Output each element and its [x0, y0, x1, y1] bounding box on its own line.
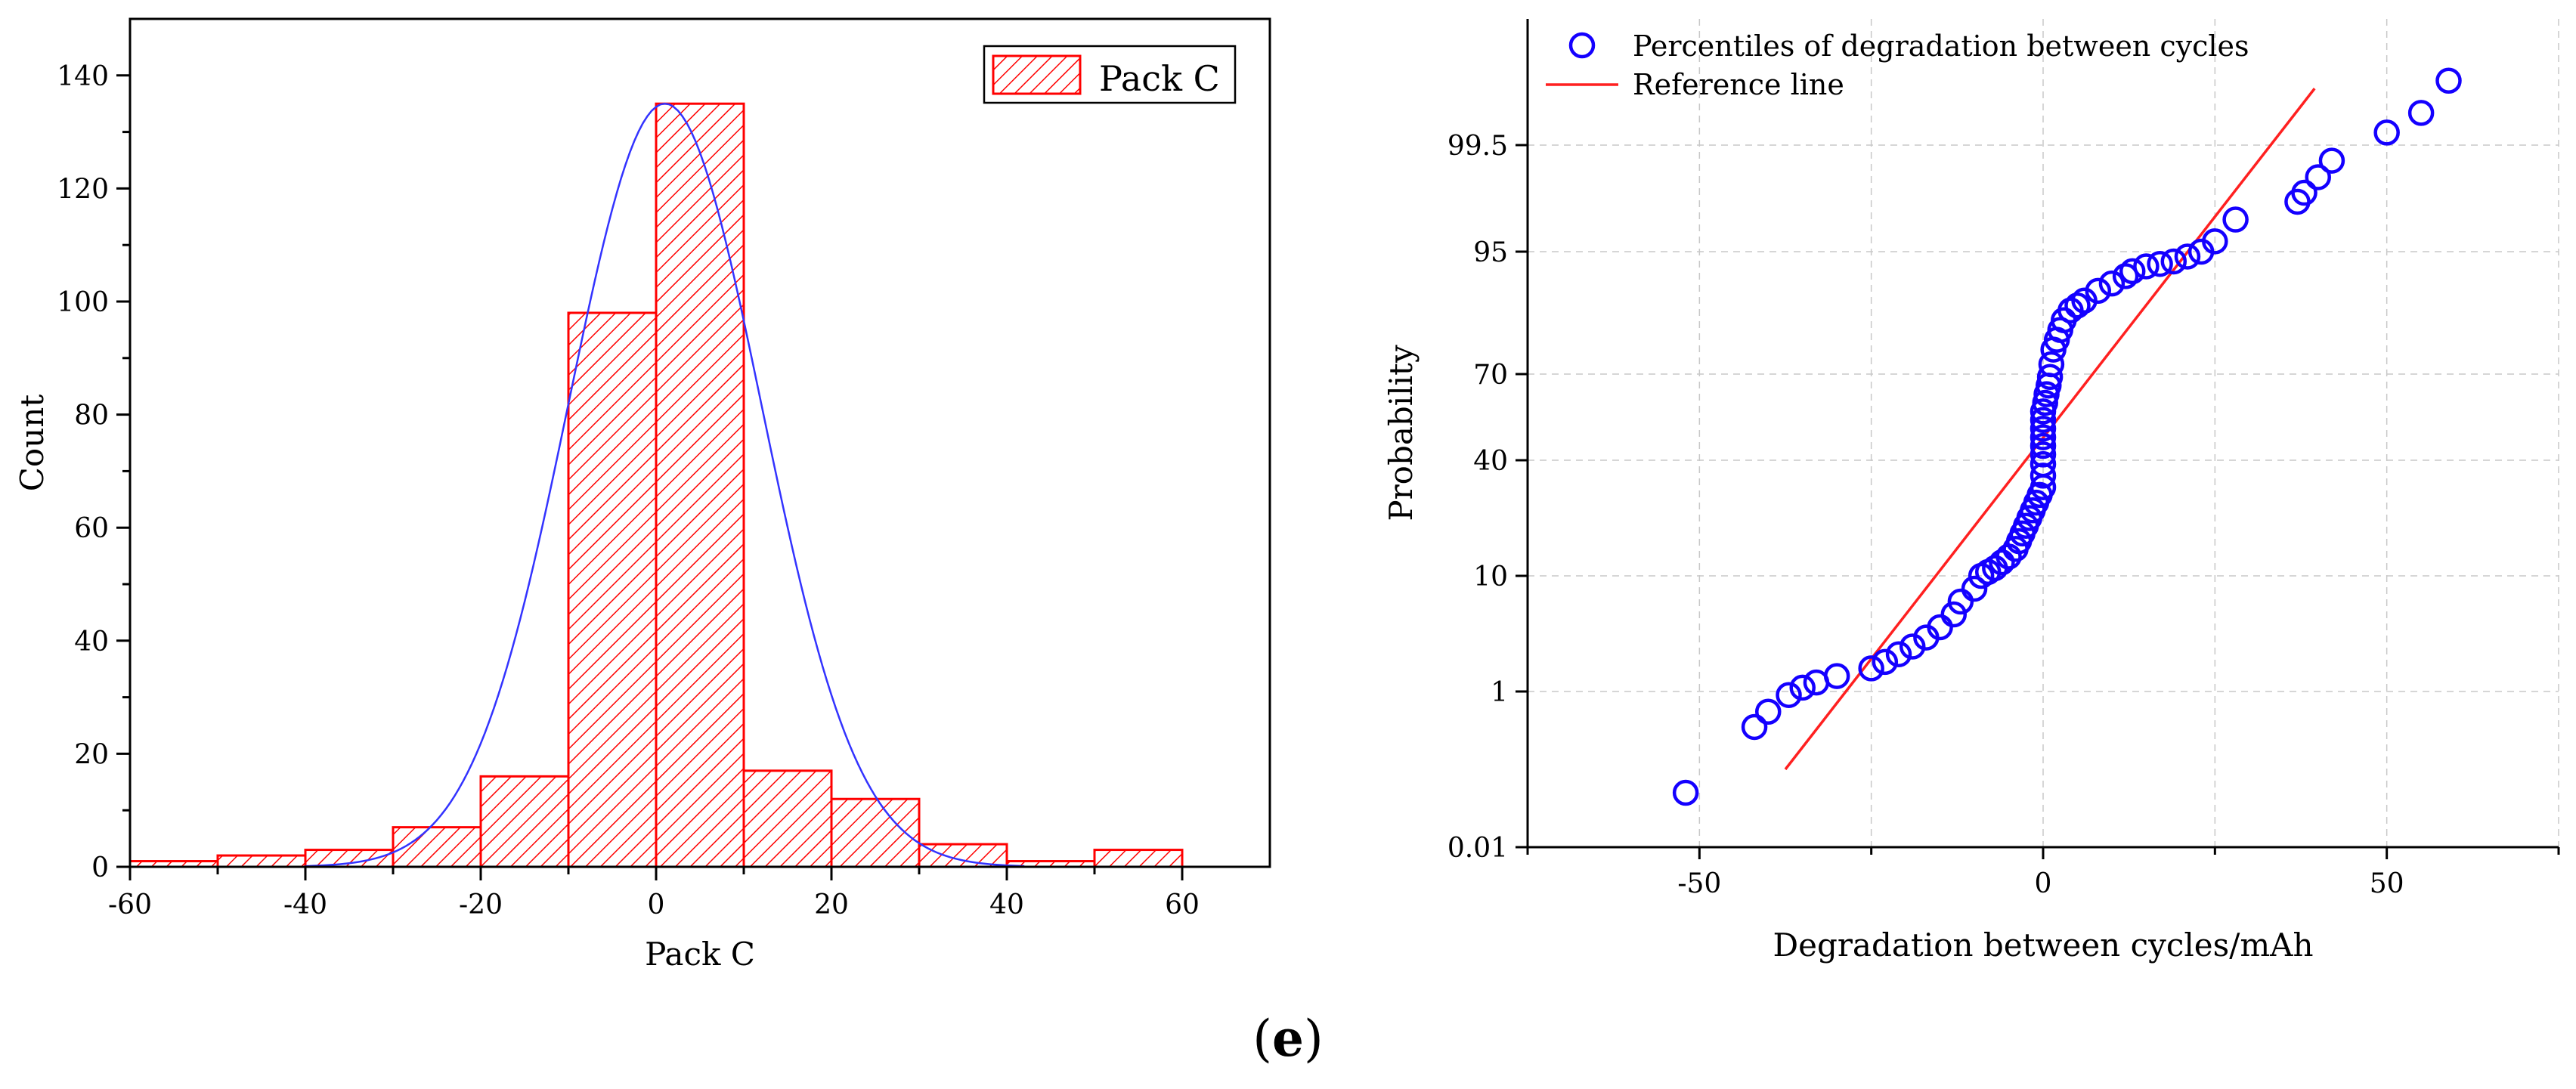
probability-legend: Percentiles of degradation between cycle… [1546, 29, 2249, 101]
histogram-y-tick-label: 20 [74, 739, 109, 770]
probability-x-tick-label: -50 [1677, 868, 1721, 899]
histogram-y-tick-label: 40 [74, 626, 109, 657]
percentile-point [2030, 432, 2057, 459]
histogram-y-axis-label: Count [14, 394, 51, 492]
caption-close-paren: ) [1304, 1010, 1324, 1068]
percentile-point [1989, 549, 2015, 576]
probability-y-tick-label: 70 [1473, 360, 1508, 391]
histogram-x-tick-label: 20 [814, 889, 849, 920]
percentile-point [2202, 228, 2228, 255]
legend-marker-percentiles [1568, 32, 1596, 59]
percentile-point [1858, 655, 1884, 682]
percentile-point [2030, 441, 2057, 468]
percentile-point [1927, 614, 1953, 641]
percentile-point [2032, 389, 2058, 416]
percentile-point [2030, 407, 2057, 434]
histogram-bar [1093, 849, 1184, 868]
percentile-point [2085, 277, 2111, 305]
histogram-bar [567, 311, 658, 868]
probability-y-tick-label: 99.5 [1447, 131, 1508, 162]
percentile-point [2318, 147, 2345, 174]
histogram-legend: Pack C [983, 45, 1237, 104]
percentile-point [2160, 248, 2187, 275]
percentile-point [1741, 713, 1768, 741]
percentile-point [2291, 179, 2317, 206]
percentile-point [2174, 243, 2201, 270]
histogram-plot-frame [128, 17, 1271, 868]
histogram-x-axis-label: Pack C [645, 936, 755, 973]
histogram-bar [918, 843, 1008, 868]
percentile-point [1672, 779, 1699, 806]
histogram-y-tick-label: 140 [57, 61, 109, 92]
probability-plot-chart: -50 0 50 0.01 1 10 40 70 95 99.5 Degradation bet… [1382, 19, 2560, 964]
probability-x-tick-label: 50 [2370, 868, 2404, 899]
percentile-point [2147, 250, 2173, 277]
legend-label-percentiles: Percentiles of degradation between cycle… [1633, 29, 2249, 63]
percentile-point [2036, 364, 2064, 391]
histogram-x-tick-label: -60 [108, 889, 152, 920]
histogram-y-tick-label: 100 [57, 287, 109, 318]
percentile-point [1872, 648, 1899, 676]
percentile-point [2222, 206, 2249, 233]
probability-y-tick-label: 95 [1473, 237, 1508, 268]
probability-y-axis-label: Probability [1382, 345, 1420, 521]
probability-y-tick-label: 40 [1473, 446, 1508, 477]
percentile-point [2305, 164, 2331, 190]
legend-label-pack-c: Pack C [1099, 58, 1220, 99]
percentile-point [1823, 663, 1850, 689]
histogram-chart: -60 -40 -20 0 20 40 60 0 20 40 60 80 100 120 140 Pack… [14, 17, 1271, 973]
percentile-point [1755, 698, 1782, 725]
histogram-bar [479, 775, 570, 868]
histogram-bar [655, 102, 745, 868]
percentile-point [1885, 641, 1912, 667]
percentile-point [2038, 351, 2065, 378]
legend-swatch-pack-c [992, 54, 1082, 95]
probability-x-tick-label: 0 [2035, 868, 2052, 899]
probability-y-tick-label: 0.01 [1447, 833, 1508, 864]
percentile-point [2373, 119, 2400, 146]
histogram-y-tick-label: 80 [74, 401, 109, 432]
percentile-point [2030, 450, 2057, 478]
percentile-point [2030, 424, 2057, 450]
histogram-x-tick-label: 0 [648, 889, 665, 920]
histogram-bar [392, 826, 482, 868]
percentile-point [1899, 633, 1926, 660]
caption-label: e [1272, 1009, 1304, 1068]
histogram-y-tick-label: 60 [74, 513, 109, 544]
probability-x-axis-label: Degradation between cycles/mAh [1773, 927, 2313, 964]
percentile-point [2133, 253, 2160, 280]
probability-y-tick-label: 10 [1473, 562, 1508, 592]
histogram-bar [742, 769, 833, 868]
normal-fit-curve [305, 102, 1025, 868]
histogram-y-tick-label: 0 [91, 852, 109, 883]
histogram-x-tick-label: 60 [1165, 889, 1200, 920]
percentile-point [2407, 100, 2435, 126]
histogram-x-tick-label: 40 [989, 889, 1024, 920]
histogram-x-tick-label: -20 [459, 889, 503, 920]
percentile-point [1789, 674, 1816, 701]
histogram-bar [304, 849, 395, 868]
figure-caption: (e) [0, 1009, 2576, 1068]
legend-label-reference-line: Reference line [1633, 68, 1844, 101]
percentile-point [1947, 588, 1974, 615]
probability-y-tick-label: 1 [1491, 677, 1508, 708]
percentile-point [2030, 415, 2057, 442]
caption-open-paren: ( [1252, 1010, 1272, 1068]
percentile-point [2064, 292, 2091, 319]
histogram-x-tick-label: -40 [283, 889, 327, 920]
percentile-point [1776, 682, 1802, 708]
percentile-point [2098, 270, 2126, 297]
percentile-point [2435, 67, 2462, 94]
percentile-point [1961, 575, 1988, 602]
percentile-point [2112, 263, 2139, 289]
histogram-bar [216, 854, 307, 868]
percentile-point [2119, 258, 2146, 285]
percentile-point [1940, 601, 1968, 628]
histogram-y-tick-label: 120 [57, 174, 109, 205]
